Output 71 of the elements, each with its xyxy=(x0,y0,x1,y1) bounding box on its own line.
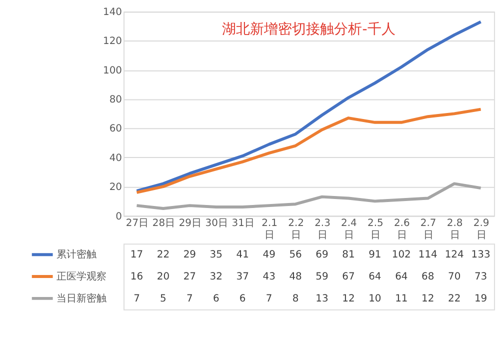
line-series xyxy=(135,20,482,192)
y-tick-label: 20 xyxy=(109,182,122,194)
y-tick-label: 140 xyxy=(103,7,122,18)
data-label: 124 xyxy=(444,250,464,261)
line-series xyxy=(135,108,482,194)
data-label: 7 xyxy=(134,293,140,304)
x-tick-label: 2.3日 xyxy=(314,218,330,242)
x-tick-label: 2.6日 xyxy=(394,218,410,242)
y-tick-label: 60 xyxy=(109,124,122,135)
data-label: 48 xyxy=(289,272,302,283)
x-tick-label: 2.2日 xyxy=(288,218,304,242)
data-label: 67 xyxy=(342,272,355,283)
x-tick-label: 30日 xyxy=(205,218,228,230)
x-tick-label: 29日 xyxy=(178,218,202,230)
x-tick-label: 27日 xyxy=(126,218,149,230)
legend-label: 当日新密触 xyxy=(56,292,106,304)
data-label: 22 xyxy=(156,250,170,261)
data-label: 7 xyxy=(266,293,272,304)
data-label: 49 xyxy=(262,250,276,261)
data-label: 59 xyxy=(316,272,328,283)
x-tick-label: 31日 xyxy=(232,218,254,230)
data-label: 114 xyxy=(418,250,438,261)
data-label: 29 xyxy=(183,250,196,261)
y-tick-label: 40 xyxy=(109,152,122,164)
data-label: 12 xyxy=(342,293,355,304)
x-tick-label: 2.7日 xyxy=(420,218,436,242)
data-label: 102 xyxy=(392,250,411,261)
data-label: 37 xyxy=(236,272,249,283)
data-label: 32 xyxy=(210,272,222,283)
data-label: 35 xyxy=(210,250,222,261)
x-tick-label: 2.9日 xyxy=(473,218,490,242)
data-label: 19 xyxy=(474,293,488,304)
data-label: 133 xyxy=(471,250,490,261)
data-label: 11 xyxy=(395,293,408,304)
text: 湖北新增密切接触分析-千人 xyxy=(222,22,396,38)
data-label: 64 xyxy=(395,272,408,283)
data-label: 64 xyxy=(368,272,382,283)
data-label: 68 xyxy=(422,272,434,283)
data-label: 5 xyxy=(160,293,166,304)
data-label: 41 xyxy=(236,250,249,261)
data-label: 91 xyxy=(368,250,382,261)
data-label: 22 xyxy=(448,293,461,304)
data-label: 6 xyxy=(212,293,220,304)
data-label: 16 xyxy=(130,272,144,283)
data-label: 13 xyxy=(316,293,328,304)
data-label: 73 xyxy=(474,272,488,283)
legend-label: 累计密触 xyxy=(56,248,96,261)
x-tick-label: 2.1日 xyxy=(262,218,278,242)
data-label: 81 xyxy=(342,250,355,261)
data-label: 10 xyxy=(368,293,382,304)
data-label: 12 xyxy=(422,293,434,304)
data-label: 69 xyxy=(316,250,328,261)
data-label: 7 xyxy=(186,293,193,304)
y-tick-label: 80 xyxy=(109,94,122,106)
data-label: 70 xyxy=(448,272,461,283)
data-label: 43 xyxy=(262,272,276,283)
line-series xyxy=(135,182,482,210)
y-tick-label: 100 xyxy=(103,65,122,76)
x-tick-label: 2.5日 xyxy=(368,218,384,242)
data-label: 56 xyxy=(289,250,302,261)
data-label: 27 xyxy=(183,272,196,283)
y-tick-label: 120 xyxy=(103,36,122,48)
x-tick-label: 2.4日 xyxy=(341,218,357,242)
data-label: 17 xyxy=(130,250,144,261)
x-tick-label: 28日 xyxy=(152,218,176,230)
data-label: 20 xyxy=(156,272,170,283)
x-tick-label: 2.8日 xyxy=(446,218,463,242)
data-label: 6 xyxy=(239,293,246,304)
legend-label: 正医学观察 xyxy=(56,270,106,283)
y-tick-label: 0 xyxy=(116,211,122,222)
data-label: 8 xyxy=(292,293,299,304)
